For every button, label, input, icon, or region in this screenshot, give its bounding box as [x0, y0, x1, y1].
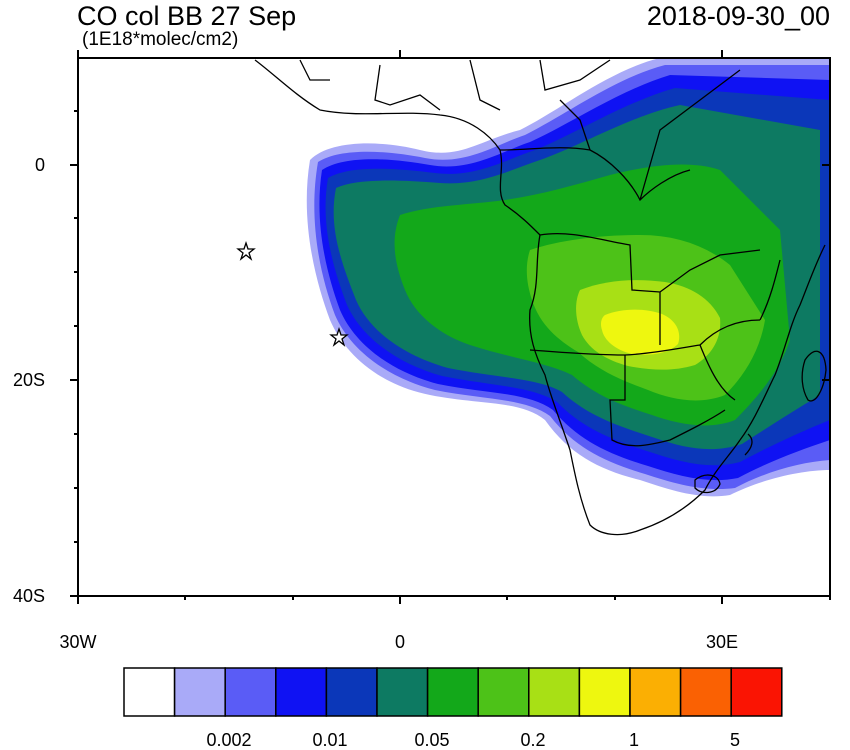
- borders-1: [529, 344, 726, 447]
- borders-3: [499, 69, 741, 202]
- colorbar-swatch-10: [629, 667, 682, 717]
- ytick-label-20s: 20S: [12, 370, 45, 390]
- ytick-label-40s: 40S: [12, 586, 45, 606]
- southwest-coast: [529, 234, 741, 536]
- xtick-label-0: 0: [394, 632, 405, 652]
- xtick-label-30e: 30E: [705, 632, 739, 652]
- xtick-label-30w: 30W: [59, 632, 97, 652]
- cb-label-0: 0.002: [206, 730, 252, 750]
- colorbar-swatch-5: [376, 667, 429, 717]
- ytick-label-0: 0: [34, 155, 45, 175]
- colorbar-swatch-4: [325, 667, 378, 717]
- star-marker-1: [236, 240, 256, 261]
- axis-ticks: [70, 50, 831, 604]
- borders-4: [699, 259, 781, 456]
- lesotho: [694, 474, 721, 494]
- coastlines: [254, 59, 827, 536]
- colorbar: [123, 667, 783, 717]
- cb-label-3: 0.2: [520, 730, 546, 750]
- colorbar-swatch-12: [730, 667, 783, 717]
- colorbar-swatch-3: [275, 667, 328, 717]
- colorbar-swatch-8: [528, 667, 581, 717]
- colorbar-swatch-6: [426, 667, 479, 717]
- map-title: CO col BB 27 Sep: [77, 1, 297, 31]
- north-borders: [299, 59, 611, 111]
- colorbar-swatch-7: [477, 667, 530, 717]
- cb-label-2: 0.05: [414, 730, 450, 750]
- east-coast: [739, 244, 826, 441]
- star-marker-2: [329, 326, 349, 347]
- borders-2: [539, 232, 761, 346]
- colorbar-swatch-9: [578, 667, 631, 717]
- plot-frame: [70, 50, 831, 604]
- colorbar-swatch-11: [679, 667, 732, 717]
- co-field: [306, 58, 830, 497]
- colorbar-swatch-0: [123, 667, 176, 717]
- date-label: 2018-09-30_00: [646, 1, 830, 31]
- colorbar-swatch-1: [173, 667, 226, 717]
- colorbar-swatch-2: [224, 667, 277, 717]
- cb-label-1: 0.01: [312, 730, 348, 750]
- cb-label-5: 5: [729, 730, 740, 750]
- madagascar: [801, 350, 827, 402]
- cb-label-4: 1: [628, 730, 639, 750]
- west-africa-coast: [254, 59, 541, 236]
- units-label: (1E18*molec/cm2): [82, 29, 239, 50]
